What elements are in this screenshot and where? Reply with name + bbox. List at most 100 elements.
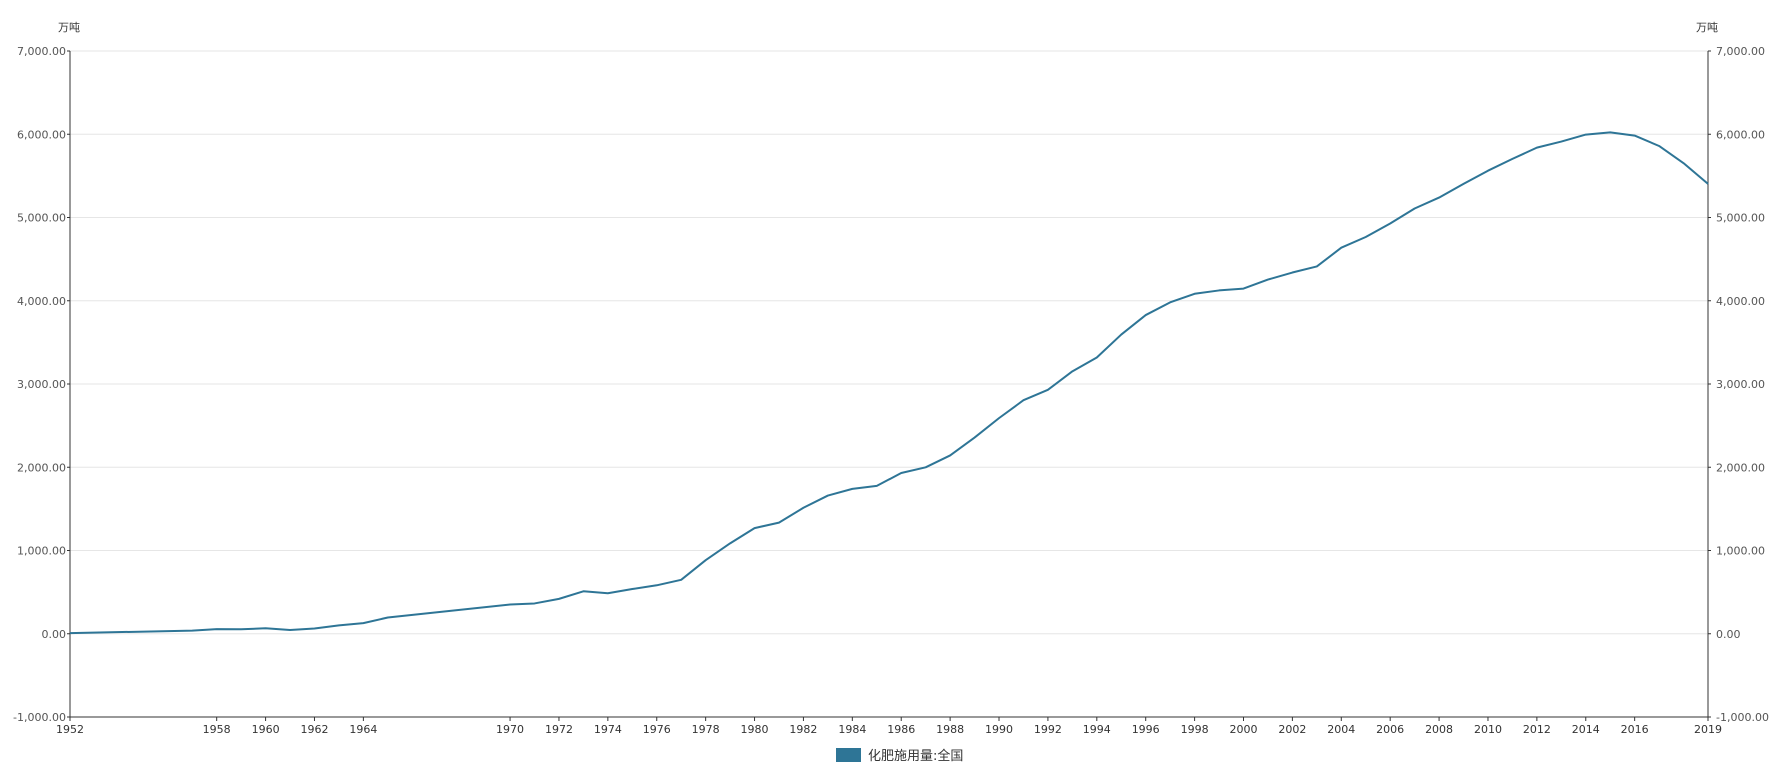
- data-point[interactable]: [336, 622, 342, 628]
- y-tick-label-right: 4,000.00: [1716, 295, 1765, 308]
- x-tick-label: 2010: [1474, 723, 1502, 736]
- x-tick-label: 1986: [887, 723, 915, 736]
- y-tick-label-right: 0.00: [1716, 628, 1741, 641]
- data-point[interactable]: [385, 615, 391, 621]
- data-point[interactable]: [1387, 220, 1393, 226]
- x-tick-label: 2002: [1278, 723, 1306, 736]
- data-point[interactable]: [1534, 145, 1540, 151]
- data-point[interactable]: [1020, 397, 1026, 403]
- x-tick-label: 1992: [1034, 723, 1062, 736]
- data-point[interactable]: [1143, 312, 1149, 318]
- data-point[interactable]: [1240, 286, 1246, 292]
- legend-swatch[interactable]: [836, 748, 861, 762]
- data-point[interactable]: [1338, 245, 1344, 251]
- data-point[interactable]: [189, 628, 195, 634]
- data-point[interactable]: [849, 486, 855, 492]
- data-point[interactable]: [1094, 355, 1100, 361]
- y-tick-label-right: 6,000.00: [1716, 128, 1765, 141]
- data-point[interactable]: [1289, 270, 1295, 276]
- y-tick-label-left: 4,000.00: [17, 295, 66, 308]
- x-tick-label: 1996: [1132, 723, 1160, 736]
- data-point[interactable]: [678, 577, 684, 583]
- data-point[interactable]: [727, 540, 733, 546]
- data-point[interactable]: [360, 620, 366, 626]
- legend-label[interactable]: 化肥施用量:全国: [868, 748, 963, 764]
- x-tick-label: 1990: [985, 723, 1013, 736]
- data-point[interactable]: [874, 483, 880, 489]
- x-tick-label: 1958: [203, 723, 231, 736]
- data-point[interactable]: [1118, 332, 1124, 338]
- x-tick-label: 1974: [594, 723, 622, 736]
- data-point[interactable]: [1045, 387, 1051, 393]
- data-point[interactable]: [1656, 143, 1662, 149]
- x-tick-label: 1980: [741, 723, 769, 736]
- legend[interactable]: 化肥施用量:全国: [836, 748, 963, 764]
- data-point[interactable]: [1485, 168, 1491, 174]
- y-tick-label-left: 1,000.00: [17, 545, 66, 558]
- x-tick-label: 1994: [1083, 723, 1111, 736]
- data-point[interactable]: [800, 505, 806, 511]
- data-point[interactable]: [1607, 129, 1613, 135]
- y-tick-label-left: 2,000.00: [17, 461, 66, 474]
- y-tick-label-right: 1,000.00: [1716, 545, 1765, 558]
- x-tick-label: 2000: [1229, 723, 1257, 736]
- y-tick-label-right: 2,000.00: [1716, 461, 1765, 474]
- data-point[interactable]: [214, 626, 220, 632]
- data-point[interactable]: [1167, 299, 1173, 305]
- x-tick-label: 1984: [838, 723, 866, 736]
- data-point[interactable]: [923, 464, 929, 470]
- data-point[interactable]: [311, 626, 317, 632]
- data-point[interactable]: [776, 520, 782, 526]
- data-point[interactable]: [1412, 206, 1418, 212]
- data-point[interactable]: [654, 582, 660, 588]
- x-tick-label: 1998: [1181, 723, 1209, 736]
- data-point[interactable]: [752, 525, 758, 531]
- data-point[interactable]: [532, 600, 538, 606]
- data-point[interactable]: [580, 588, 586, 594]
- x-tick-label: 1972: [545, 723, 573, 736]
- x-tick-label: 1970: [496, 723, 524, 736]
- data-point[interactable]: [1363, 234, 1369, 240]
- data-point[interactable]: [1069, 368, 1075, 374]
- data-point[interactable]: [67, 630, 73, 636]
- x-tick-label: 2004: [1327, 723, 1355, 736]
- grid-lines: [70, 50, 1708, 718]
- x-tick-label: 2014: [1572, 723, 1600, 736]
- data-point[interactable]: [1632, 133, 1638, 139]
- y-tick-label-left: -1,000.00: [13, 711, 66, 724]
- data-point[interactable]: [996, 415, 1002, 421]
- data-point[interactable]: [825, 493, 831, 499]
- y-tick-label-right: -1,000.00: [1716, 711, 1769, 724]
- data-point[interactable]: [1509, 156, 1515, 162]
- data-point[interactable]: [1192, 291, 1198, 297]
- y-tick-label-right: 5,000.00: [1716, 212, 1765, 225]
- data-point[interactable]: [629, 586, 635, 592]
- data-point[interactable]: [1216, 287, 1222, 293]
- data-point[interactable]: [263, 625, 269, 631]
- data-point[interactable]: [972, 435, 978, 441]
- data-point[interactable]: [898, 470, 904, 476]
- data-point[interactable]: [1558, 139, 1564, 145]
- data-point[interactable]: [507, 602, 513, 608]
- data-point[interactable]: [1681, 160, 1687, 166]
- data-point[interactable]: [1436, 195, 1442, 201]
- data-point[interactable]: [1461, 181, 1467, 187]
- data-point[interactable]: [1314, 263, 1320, 269]
- data-point[interactable]: [703, 557, 709, 563]
- data-point[interactable]: [947, 452, 953, 458]
- y-tick-label-left: 7,000.00: [17, 45, 66, 58]
- data-point[interactable]: [1705, 181, 1711, 187]
- x-tick-label: 1962: [300, 723, 328, 736]
- x-tick-label: 2012: [1523, 723, 1551, 736]
- x-tick-label: 1960: [252, 723, 280, 736]
- data-point[interactable]: [556, 596, 562, 602]
- data-point[interactable]: [1583, 132, 1589, 138]
- data-point[interactable]: [238, 626, 244, 632]
- x-tick-label: 1978: [692, 723, 720, 736]
- data-point[interactable]: [1265, 277, 1271, 283]
- data-point[interactable]: [287, 627, 293, 633]
- series-line[interactable]: [69, 131, 1709, 635]
- data-point[interactable]: [605, 590, 611, 596]
